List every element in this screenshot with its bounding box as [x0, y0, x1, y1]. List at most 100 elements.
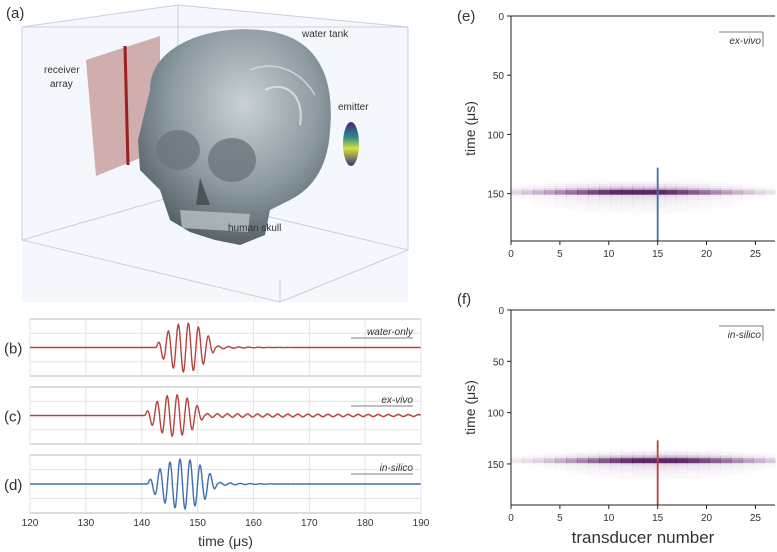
heatmap-cell: [577, 452, 589, 454]
heatmap-cell: [753, 461, 765, 464]
heatmap-cell: [720, 464, 732, 467]
heatmap-cell: [621, 468, 633, 470]
heatmap-cell: [731, 195, 743, 197]
heatmap-cell: [665, 456, 677, 459]
heatmap-cell: [720, 458, 732, 464]
heatmap-cell: [753, 463, 765, 465]
heatmap-cell: [687, 209, 699, 211]
heatmap-cell: [566, 195, 578, 197]
heatmap-cell: [698, 458, 710, 464]
heatmap-cell: [742, 452, 754, 454]
heatmap-cell: [687, 463, 699, 465]
heatmap-cell: [621, 195, 633, 197]
heatmap-cell: [588, 206, 600, 209]
heatmap-cell: [632, 451, 644, 454]
heatmap-cell: [610, 455, 622, 457]
x-tick-label: 190: [413, 518, 430, 529]
heatmap-cell: [731, 464, 743, 467]
heatmap-cell: [621, 450, 633, 452]
heatmap-cell: [720, 184, 732, 186]
heatmap-cell: [643, 182, 655, 184]
heatmap-cell: [654, 199, 666, 201]
heatmap-cell: [753, 468, 765, 470]
heatmap-cell: [632, 474, 644, 477]
heatmap-cell: [676, 459, 688, 462]
heatmap-cell: [643, 197, 655, 199]
emitter-label: emitter: [338, 102, 369, 113]
heatmap-cell: [610, 187, 622, 190]
heatmap-cell: [720, 463, 732, 465]
heatmap-cell: [577, 201, 589, 203]
heatmap-cell: [643, 187, 655, 190]
heatmap-cell: [665, 466, 677, 469]
heatmap-cell: [742, 466, 754, 469]
heatmap-cell: [709, 464, 721, 467]
heatmap-cell: [544, 463, 556, 465]
x-tick-label: 25: [750, 513, 762, 524]
heatmap-cell: [698, 463, 710, 465]
heatmap-cell: [599, 182, 611, 184]
heatmap-cell: [555, 203, 567, 205]
heatmap-cell: [687, 466, 699, 469]
heatmap-cell: [643, 180, 655, 182]
heatmap-bg: [511, 16, 775, 241]
heatmap-cell: [687, 191, 699, 194]
heatmap-cell: [654, 463, 666, 465]
heatmap-cell: [577, 199, 589, 201]
heatmap-cell: [599, 195, 611, 197]
heatmap-cell: [698, 455, 710, 457]
heatmap-cell: [621, 461, 633, 464]
heatmap-cell: [676, 180, 688, 182]
heatmap-cell: [610, 464, 622, 467]
x-tick-label: 0: [508, 513, 514, 524]
heatmap-cell: [720, 456, 732, 459]
heatmap-cell: [742, 459, 754, 462]
heatmap-cell: [533, 185, 545, 188]
heatmap-cell: [698, 471, 710, 473]
heatmap-cell: [654, 455, 666, 457]
heatmap-cell: [698, 195, 710, 197]
heatmap-cell: [610, 468, 622, 470]
heatmap-cell: [632, 208, 644, 211]
heatmap-cell: [566, 182, 578, 184]
heatmap-cell: [610, 208, 622, 211]
heatmap-cell: [621, 180, 633, 182]
heatmap-cell: [687, 193, 699, 196]
heatmap-cell: [665, 182, 677, 184]
heatmap-cell: [621, 476, 633, 478]
heatmap-cell: [654, 471, 666, 473]
heatmap-cell: [566, 466, 578, 469]
heatmap-cell: [511, 189, 523, 195]
heatmap-cell: [709, 461, 721, 464]
heatmap-cell: [610, 193, 622, 196]
x-tick-label: 15: [652, 249, 664, 260]
x-tick-label: 10: [603, 513, 615, 524]
heatmap-cell: [720, 201, 732, 203]
heatmap-cell: [676, 463, 688, 465]
heatmap-cell: [588, 471, 600, 473]
panel-label-b: (b): [4, 341, 22, 358]
heatmap-cell: [654, 197, 666, 199]
heatmap-cell: [687, 450, 699, 452]
heatmap-cell: [643, 450, 655, 452]
heatmap-cell: [599, 202, 611, 205]
x-tick-label: 20: [701, 249, 713, 260]
heatmap-cell: [764, 453, 776, 455]
heatmap-cell: [654, 191, 666, 194]
heatmap-cell: [698, 468, 710, 470]
heatmap-cell: [610, 195, 622, 197]
heatmap-cell: [522, 195, 534, 197]
heatmap-cell: [599, 199, 611, 201]
heatmap-cell: [709, 471, 721, 473]
heatmap-cell: [588, 209, 600, 211]
x-tick-label: 160: [245, 518, 262, 529]
heatmap-cell: [544, 195, 556, 197]
panel-label-a: (a): [6, 5, 24, 22]
heatmap-cell: [599, 455, 611, 457]
heatmap-cell: [632, 456, 644, 459]
heatmap-cell: [654, 480, 666, 482]
heatmap-cell: [687, 464, 699, 467]
heatmap-cell: [533, 458, 545, 464]
heatmap-cell: [533, 195, 545, 197]
heatmap-cell: [522, 462, 534, 464]
